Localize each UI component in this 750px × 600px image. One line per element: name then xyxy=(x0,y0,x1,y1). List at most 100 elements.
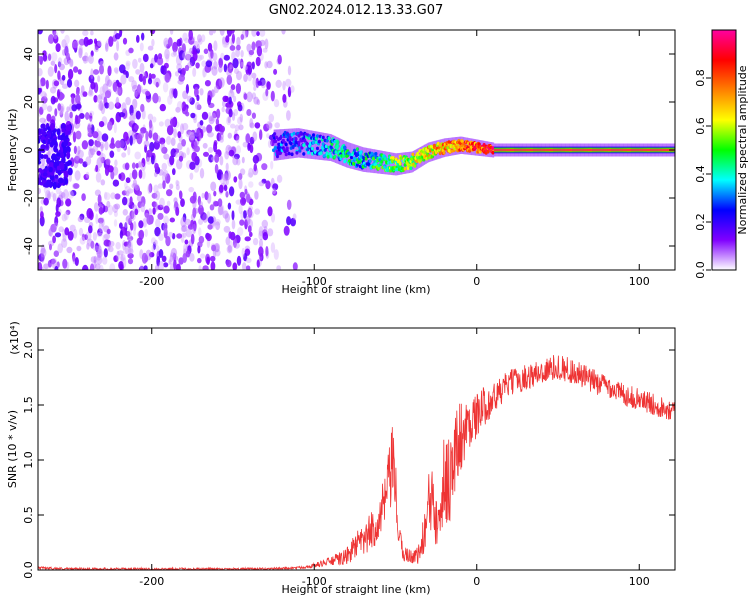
spectrogram-noise-cell xyxy=(157,183,163,189)
spectrogram-noise-cell xyxy=(272,190,278,196)
spectrogram-noise-cell xyxy=(64,227,70,236)
spectrogram-noise-cell xyxy=(256,259,260,268)
spectrogram-noise-cell xyxy=(45,189,51,199)
spectrogram-ridge-cell xyxy=(491,150,495,155)
spectrogram-noise-cell xyxy=(143,140,150,148)
spectrogram-noise-cell xyxy=(192,207,197,219)
spectrogram-noise-cell xyxy=(233,109,239,116)
spectrogram-ridge-cell xyxy=(344,158,348,163)
spectrogram-noise-cell xyxy=(246,193,251,203)
spectrogram-noise-cell xyxy=(281,30,286,35)
spectrogram-noise-cell xyxy=(43,186,51,195)
spectrogram-noise-cell xyxy=(196,104,202,111)
spectrogram-noise-cell xyxy=(202,265,209,270)
spectrogram-noise-cell xyxy=(119,30,123,37)
spectrogram-ridge-cell xyxy=(549,149,551,151)
spectrogram-noise-cell xyxy=(90,50,94,57)
spectrogram-noise-cell xyxy=(46,157,51,164)
spectrogram-noise-cell xyxy=(199,168,205,179)
spectrogram-noise-cell xyxy=(50,86,57,94)
spectrogram-ridge-cell xyxy=(638,149,640,151)
spectrogram-noise-cell xyxy=(81,233,86,241)
spectrogram-noise-cell xyxy=(266,120,272,129)
spectrogram-noise-cell xyxy=(186,129,193,136)
spectrogram-noise-cell xyxy=(283,225,290,236)
spectrogram-noise-cell xyxy=(129,112,136,124)
spectrogram-ridge-cell xyxy=(561,149,563,151)
spectrogram-noise-cell xyxy=(134,90,138,98)
spectrogram-noise-cell xyxy=(215,118,220,126)
spectrogram-noise-cell xyxy=(96,255,103,265)
y-tick-label: 0 xyxy=(22,147,35,154)
spectrogram-noise-cell xyxy=(65,170,69,178)
spectrogram-noise-cell xyxy=(162,169,169,177)
spectrogram-noise-cell xyxy=(150,73,156,79)
spectrogram-noise-cell xyxy=(219,30,225,36)
spectrogram-noise-cell xyxy=(185,84,189,94)
spectrogram-ridge-cell xyxy=(326,155,330,159)
spectrogram-noise-cell xyxy=(59,191,64,200)
spectrogram-noise-cell xyxy=(103,248,108,258)
spectrogram-noise-cell xyxy=(230,84,236,91)
spectrogram-ridge-cell xyxy=(566,149,568,151)
spectrogram-ridge-cell xyxy=(643,149,645,151)
spectrogram-noise-cell xyxy=(114,33,121,40)
spectrogram-ridge-cell xyxy=(567,149,569,151)
spectrogram-ridge-cell xyxy=(302,152,306,156)
spectrogram-noise-cell xyxy=(48,146,54,154)
spectrogram-noise-cell xyxy=(222,95,229,103)
spectrogram-noise-cell xyxy=(197,195,201,206)
spectrogram-ridge-halo xyxy=(389,152,391,175)
spectrogram-noise-cell xyxy=(253,96,259,105)
spectrogram-noise-cell xyxy=(185,250,191,258)
spectrogram-ridge-cell xyxy=(372,165,376,169)
spectrogram-noise-cell xyxy=(135,110,141,120)
spectrogram-ridge-cell xyxy=(618,149,620,151)
spectrogram-ridge-cell xyxy=(645,149,647,151)
spectrogram-noise-cell xyxy=(108,36,114,47)
spectrogram-noise-cell xyxy=(211,244,217,252)
snr-series-line xyxy=(38,355,675,570)
spectrogram-ridge-cell xyxy=(660,149,662,151)
x-tick-label: -100 xyxy=(302,275,327,288)
spectrogram-noise-cell xyxy=(196,54,203,62)
y-tick-label: 20 xyxy=(22,95,35,109)
spectrogram-noise-cell xyxy=(90,81,96,90)
spectrogram-noise-cell xyxy=(48,229,52,237)
spectrogram-ridge-cell xyxy=(655,149,657,151)
spectrogram-noise-cell xyxy=(104,140,109,151)
spectrogram-ridge-cell xyxy=(628,149,630,151)
spectrogram-noise-cell xyxy=(135,162,139,169)
spectrogram-noise-cell xyxy=(118,173,122,180)
spectrogram-noise-cell xyxy=(98,93,103,100)
spectrogram-noise-cell xyxy=(106,79,113,87)
spectrogram-noise-cell xyxy=(199,128,204,139)
spectrogram-noise-cell xyxy=(253,85,257,91)
spectrogram-noise-cell xyxy=(158,121,164,127)
spectrogram-noise-cell xyxy=(198,265,202,270)
spectrogram-noise-cell xyxy=(117,82,122,88)
spectrogram-noise-cell xyxy=(176,63,183,71)
spectrogram-noise-cell xyxy=(122,196,128,206)
spectrogram-noise-cell xyxy=(162,180,166,190)
spectrogram-noise-cell xyxy=(66,160,73,166)
spectrogram-noise-cell xyxy=(50,52,58,62)
spectrogram-noise-cell xyxy=(177,142,183,151)
spectrogram-ridge-cell xyxy=(635,149,637,151)
spectrogram-noise-cell xyxy=(92,232,97,241)
spectrogram-ridge-cell xyxy=(411,152,415,157)
spectrogram-ridge-cell xyxy=(312,140,316,145)
spectrogram-noise-cell xyxy=(181,43,186,53)
spectrogram-noise-cell xyxy=(212,200,218,207)
spectrogram-noise-cell xyxy=(246,109,252,116)
spectrogram-noise-cell xyxy=(182,51,188,60)
spectrogram-noise-cell xyxy=(144,71,149,79)
spectrogram-noise-cell xyxy=(50,95,56,105)
spectrogram-noise-cell xyxy=(40,244,46,255)
spectrogram-noise-cell xyxy=(169,217,175,223)
spectrogram-noise-cell xyxy=(241,247,245,258)
spectrogram-noise-cell xyxy=(120,74,127,85)
spectrogram-noise-cell xyxy=(286,216,292,226)
spectrogram-noise-cell xyxy=(154,162,159,170)
spectrogram-noise-cell xyxy=(69,111,73,119)
